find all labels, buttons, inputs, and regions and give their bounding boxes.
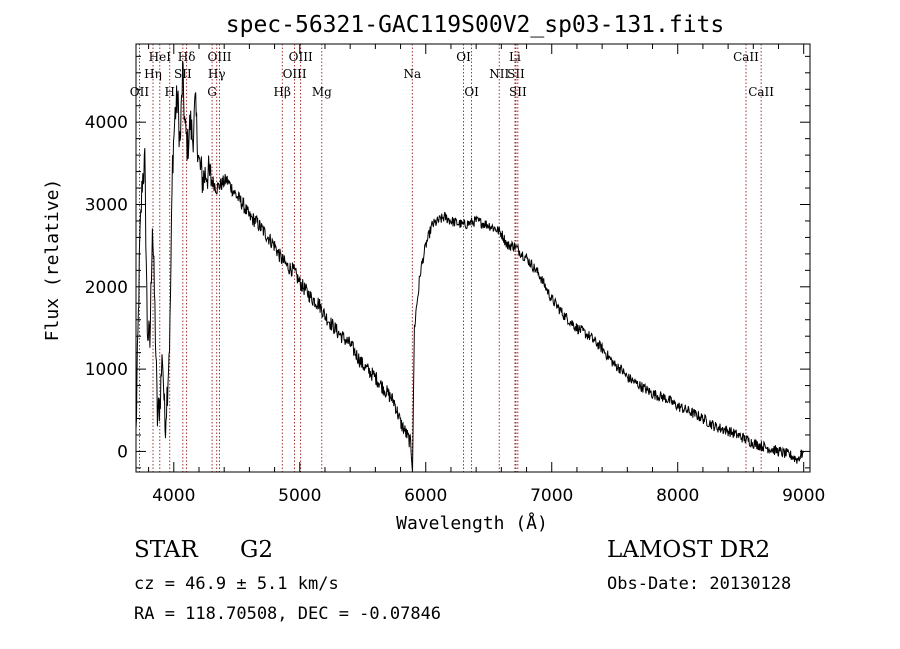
line-marker-label: Hδ bbox=[178, 50, 196, 64]
line-marker-label: H bbox=[165, 85, 175, 99]
line-marker-label: CaII bbox=[748, 85, 774, 99]
y-tick-label: 4000 bbox=[85, 113, 128, 133]
x-tick-label: 5000 bbox=[278, 486, 321, 506]
x-tick-label: 7000 bbox=[530, 486, 573, 506]
x-tick-label: 4000 bbox=[152, 486, 195, 506]
x-tick-label: 9000 bbox=[782, 486, 825, 506]
line-marker-label: OI bbox=[464, 85, 479, 99]
x-tick-label: 6000 bbox=[404, 486, 447, 506]
y-axis-label: Flux (relative) bbox=[42, 179, 63, 342]
redshift-readout: cz = 46.9 ± 5.1 km/s bbox=[134, 574, 339, 594]
line-marker-label: SII bbox=[509, 85, 527, 99]
obs-date: Obs-Date: 20130128 bbox=[607, 574, 792, 594]
chart-title: spec-56321-GAC119S00V2_sp03-131.fits bbox=[226, 12, 725, 38]
line-marker-label: Na bbox=[403, 67, 421, 81]
line-marker-label: OIII bbox=[207, 50, 231, 64]
y-tick-label: 3000 bbox=[85, 196, 128, 216]
object-class: STAR bbox=[134, 537, 198, 563]
line-marker-label: OIII bbox=[283, 67, 307, 81]
y-tick-label: 2000 bbox=[85, 278, 128, 298]
line-marker-label: CaII bbox=[733, 50, 759, 64]
y-axis-ticks: 0 1000 2000 3000 4000 bbox=[85, 55, 810, 469]
line-marker-label: OIII bbox=[289, 50, 313, 64]
line-marker-label: Hβ bbox=[274, 85, 291, 99]
line-marker-label: Hη bbox=[144, 67, 162, 81]
line-marker-label: Mg bbox=[312, 85, 332, 99]
x-tick-label: 8000 bbox=[656, 486, 699, 506]
line-marker-label: Hγ bbox=[208, 67, 226, 81]
y-tick-label: 1000 bbox=[85, 360, 128, 380]
series-layer bbox=[135, 60, 805, 473]
line-marker-label: Li bbox=[509, 50, 521, 64]
line-markers: OII Hη HeI H SII Hδ G OIII Hγ Hβ OIII OIII Mg Na OI OI N… bbox=[130, 44, 774, 472]
x-axis-label: Wavelength (Å) bbox=[396, 512, 548, 534]
coordinates-readout: RA = 118.70508, DEC = -0.07846 bbox=[134, 604, 442, 624]
object-subclass: G2 bbox=[240, 537, 274, 563]
line-marker-label: OI bbox=[456, 50, 471, 64]
spectrum-line bbox=[135, 60, 805, 473]
line-marker-label: SII bbox=[507, 67, 525, 81]
y-tick-label: 0 bbox=[117, 442, 128, 462]
x-axis-ticks: 4000 5000 6000 7000 8000 9000 bbox=[148, 44, 825, 506]
line-marker-label: G bbox=[207, 85, 217, 99]
line-marker-label: OII bbox=[130, 85, 150, 99]
line-marker-label: HeI bbox=[149, 50, 172, 64]
line-marker-label: NII bbox=[489, 67, 509, 81]
plot-frame bbox=[135, 43, 811, 473]
survey-label: LAMOST DR2 bbox=[607, 537, 771, 563]
